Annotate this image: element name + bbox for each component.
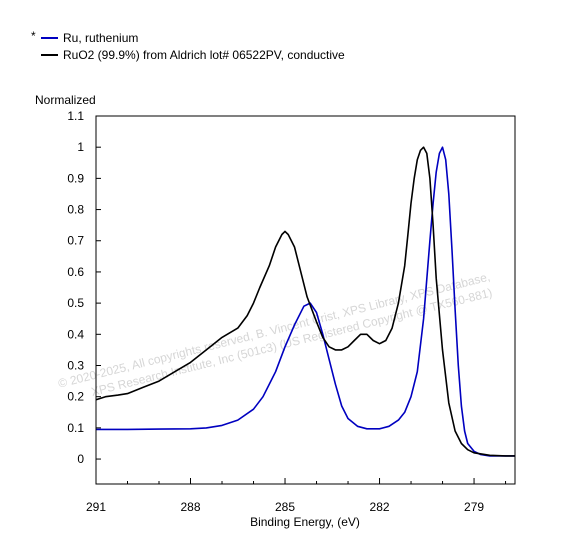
y-tick-label: 0.9 <box>67 171 84 185</box>
ticks-layer: 0 0.1 0.2 0.3 0.4 0.5 0.6 0.7 0.8 0.9 1 1.1 291 288 28… <box>67 109 507 514</box>
x-axis-label: Binding Energy, (eV) <box>250 515 360 529</box>
series-line-ruo2 <box>95 146 515 457</box>
y-tick-label: 0.1 <box>67 421 84 435</box>
x-tick-label: 291 <box>86 500 106 514</box>
y-tick-label: 0.6 <box>67 265 84 279</box>
y-tick-label: 0.7 <box>67 234 84 248</box>
plot-layer <box>95 146 515 457</box>
y-tick-label: 0.8 <box>67 203 84 217</box>
x-tick-label: 285 <box>275 500 295 514</box>
x-tick-label: 279 <box>464 500 484 514</box>
y-axis-label: Normalized <box>35 93 96 107</box>
y-tick-label: 0.4 <box>67 327 84 341</box>
series-line-ru <box>96 146 515 457</box>
legend-marker: * <box>31 29 36 43</box>
legend-label-ruo2: RuO2 (99.9%) from Aldrich lot# 06522PV, … <box>63 48 345 62</box>
legend-label-ru: Ru, ruthenium <box>63 31 138 45</box>
y-tick-label: 0.5 <box>67 296 84 310</box>
y-tick-label: 0.3 <box>67 358 84 372</box>
y-tick-label: 0.2 <box>67 390 84 404</box>
x-tick-label: 282 <box>370 500 390 514</box>
y-tick-label: 1.1 <box>67 109 84 123</box>
y-tick-label: 1 <box>77 140 84 154</box>
plot-frame <box>95 115 516 485</box>
watermark: © 2020-2025, All copyrights reserved, B.… <box>57 270 494 399</box>
legend: * Ru, ruthenium RuO2 (99.9%) from Aldric… <box>31 29 345 62</box>
watermark-line-2: XPS Research Institute, Inc (501c3) (US … <box>90 286 494 399</box>
x-tick-label: 288 <box>180 500 200 514</box>
y-tick-label: 0 <box>77 452 84 466</box>
